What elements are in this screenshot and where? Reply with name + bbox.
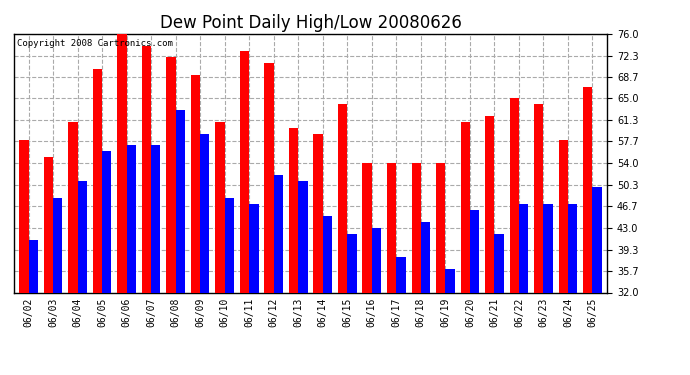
Bar xyxy=(225,198,234,292)
Bar xyxy=(68,122,77,292)
Bar xyxy=(215,122,225,292)
Text: Copyright 2008 Cartronics.com: Copyright 2008 Cartronics.com xyxy=(17,39,172,48)
Bar xyxy=(421,222,430,292)
Bar xyxy=(470,210,479,292)
Bar xyxy=(53,198,62,292)
Bar xyxy=(534,104,544,292)
Bar xyxy=(298,181,308,292)
Title: Dew Point Daily High/Low 20080626: Dew Point Daily High/Low 20080626 xyxy=(159,14,462,32)
Bar xyxy=(92,69,102,292)
Bar xyxy=(519,204,529,292)
Bar xyxy=(28,240,38,292)
Bar xyxy=(274,175,283,292)
Bar xyxy=(126,146,136,292)
Bar xyxy=(387,163,396,292)
Bar xyxy=(593,187,602,292)
Bar xyxy=(583,87,593,292)
Bar xyxy=(264,63,274,292)
Bar xyxy=(43,157,53,292)
Bar xyxy=(102,152,111,292)
Bar xyxy=(191,75,200,292)
Bar xyxy=(362,163,372,292)
Bar xyxy=(323,216,332,292)
Bar xyxy=(411,163,421,292)
Bar xyxy=(445,269,455,292)
Bar xyxy=(166,57,176,292)
Bar xyxy=(460,122,470,292)
Bar xyxy=(338,104,347,292)
Bar xyxy=(77,181,87,292)
Bar xyxy=(544,204,553,292)
Bar xyxy=(347,234,357,292)
Bar xyxy=(485,116,495,292)
Bar xyxy=(568,204,578,292)
Bar xyxy=(151,146,161,292)
Bar xyxy=(559,140,568,292)
Bar xyxy=(200,134,210,292)
Bar xyxy=(396,257,406,292)
Bar xyxy=(142,45,151,292)
Bar xyxy=(510,99,519,292)
Bar xyxy=(372,228,381,292)
Bar xyxy=(495,234,504,292)
Bar xyxy=(117,34,126,292)
Bar xyxy=(176,110,185,292)
Bar xyxy=(240,51,249,292)
Bar xyxy=(313,134,323,292)
Bar xyxy=(19,140,28,292)
Bar xyxy=(436,163,445,292)
Bar xyxy=(249,204,259,292)
Bar xyxy=(289,128,298,292)
